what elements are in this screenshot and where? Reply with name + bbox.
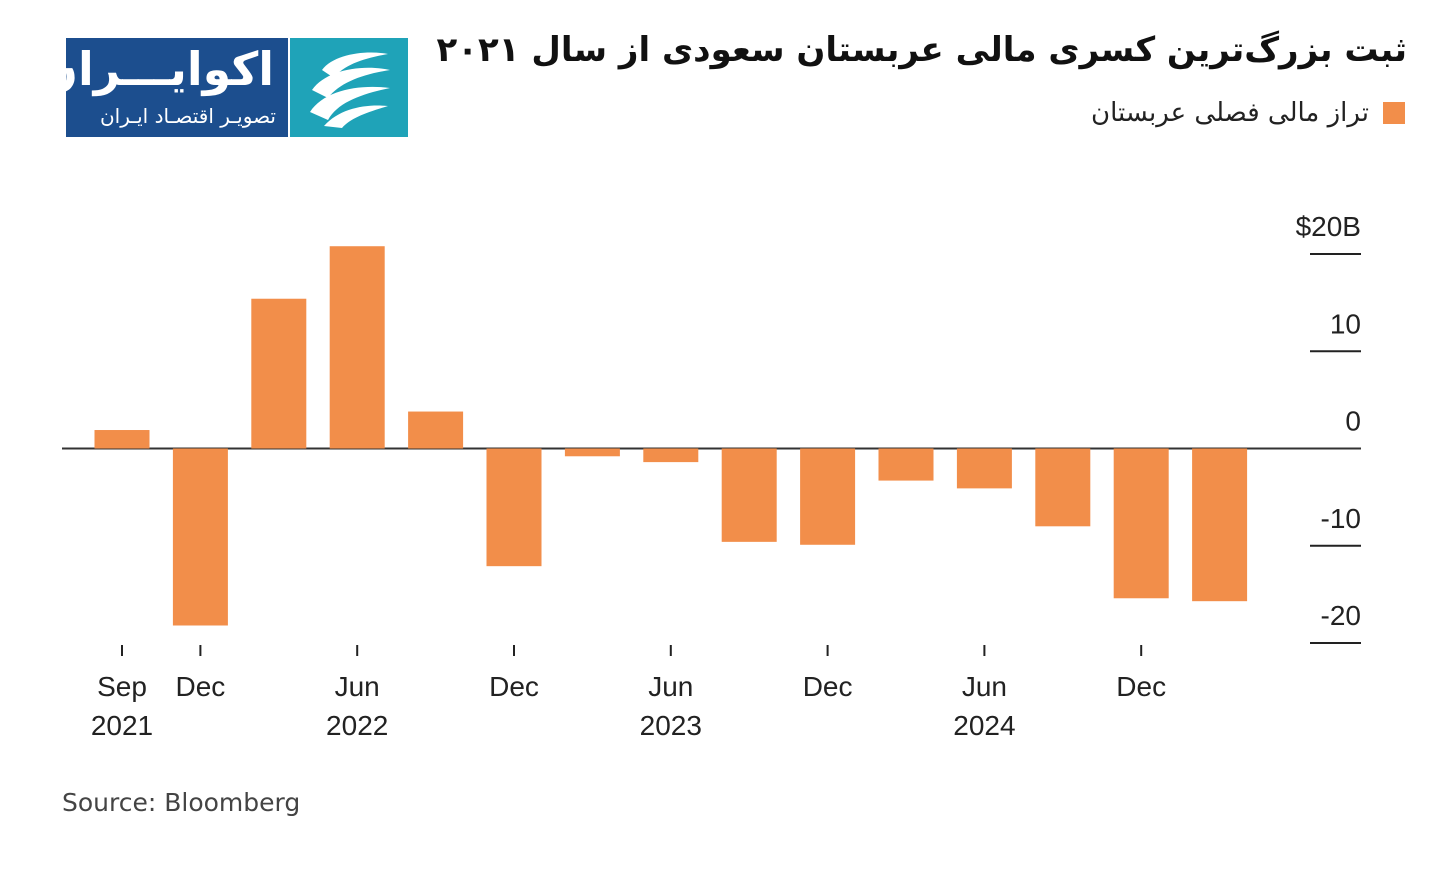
- bar: [486, 448, 542, 567]
- bar: [329, 246, 385, 449]
- bar: [172, 448, 228, 626]
- bar: [94, 430, 150, 449]
- x-tick-label-year: 2021: [91, 710, 153, 741]
- x-tick-label-month: Jun: [335, 671, 380, 702]
- y-axis: $20B 10 0 -10 -20: [1296, 211, 1361, 644]
- bar: [643, 448, 699, 463]
- x-tick-label-year: 2023: [640, 710, 702, 741]
- y-tick-label: -10: [1321, 503, 1361, 534]
- x-tick-label-year: 2022: [326, 710, 388, 741]
- x-tick-label-month: Sep: [97, 671, 147, 702]
- logo-subtitle: تصویـر اقتصـاد ایـران: [99, 104, 276, 128]
- bar: [1035, 448, 1091, 527]
- brand-swirl-icon: [290, 38, 408, 137]
- x-tick-label-month: Dec: [489, 671, 539, 702]
- logo-name: اکوایـــران: [38, 42, 274, 96]
- bars: [94, 246, 1248, 626]
- bar: [564, 448, 620, 457]
- bar: [408, 411, 464, 449]
- x-tick-label-year: 2024: [953, 710, 1015, 741]
- source-note: Source: Bloomberg: [62, 788, 301, 817]
- y-tick-label: 10: [1330, 308, 1361, 339]
- x-tick-label-month: Jun: [648, 671, 693, 702]
- bar: [251, 298, 307, 449]
- logo-text-block: اکوایـــران تصویـر اقتصـاد ایـران: [39, 38, 288, 137]
- bar: [800, 448, 856, 545]
- y-tick-label: $20B: [1296, 211, 1361, 242]
- bar: [956, 448, 1012, 489]
- logo: اکوایـــران تصویـر اقتصـاد ایـران: [39, 38, 408, 137]
- x-tick-label-month: Dec: [1116, 671, 1166, 702]
- legend-swatch: [1383, 102, 1405, 124]
- x-tick-label-month: Dec: [803, 671, 853, 702]
- bar: [1192, 448, 1248, 602]
- bar: [1113, 448, 1169, 599]
- legend-label: تراز مالی فصلی عربستان: [1090, 98, 1369, 128]
- y-tick-label: 0: [1345, 406, 1361, 437]
- bar: [878, 448, 934, 481]
- bar: [721, 448, 777, 542]
- legend: تراز مالی فصلی عربستان: [1091, 98, 1405, 128]
- x-tick-label-month: Jun: [962, 671, 1007, 702]
- x-tick-label-month: Dec: [176, 671, 226, 702]
- chart-title: ثبت بزرگ‌ترین کسری مالی عربستان سعودی از…: [436, 30, 1408, 70]
- y-tick-label: -20: [1321, 600, 1361, 631]
- logo-divider: [288, 38, 290, 137]
- x-axis: Sep 2021 Dec Jun 2022 Dec Jun 2023 Dec Jun 2024 Dec: [91, 645, 1166, 741]
